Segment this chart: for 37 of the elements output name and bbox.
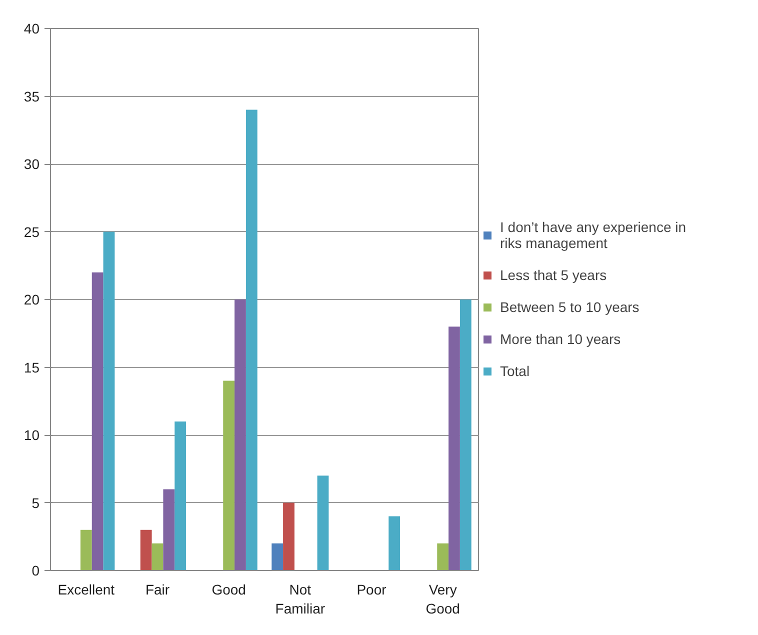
legend-label: I don’t have any experience in riks management — [500, 219, 686, 251]
bar — [140, 530, 152, 570]
bar — [460, 300, 472, 570]
legend-label: Between 5 to 10 years — [500, 299, 640, 315]
bar — [437, 543, 449, 570]
x-tick-label: Very Good — [426, 582, 460, 617]
y-tick-label: 25 — [24, 224, 40, 240]
bar — [234, 300, 246, 570]
bar — [103, 232, 115, 570]
legend-label: Less that 5 years — [500, 267, 607, 283]
y-tick-label: 15 — [24, 359, 40, 376]
x-tick-label: Not Familiar — [275, 582, 326, 617]
bar — [283, 502, 294, 570]
y-tick-label: 10 — [24, 427, 40, 443]
x-tick-label: Poor — [356, 582, 387, 598]
y-tick-label: 40 — [24, 20, 40, 36]
bar — [272, 543, 284, 570]
bar — [163, 489, 175, 570]
x-tick-label: Excellent — [58, 582, 115, 598]
x-tick-label: Fair — [145, 582, 170, 598]
bar — [174, 421, 186, 570]
bar — [246, 110, 258, 570]
bar — [152, 543, 164, 570]
bar — [388, 516, 400, 570]
bar — [448, 326, 460, 570]
bar — [80, 530, 92, 570]
y-tick-label: 30 — [24, 156, 40, 172]
y-tick-label: 0 — [32, 562, 40, 578]
bar — [317, 476, 329, 570]
bar — [223, 380, 235, 570]
bar — [92, 272, 104, 570]
y-tick-label: 5 — [32, 494, 40, 511]
y-tick-label: 35 — [24, 88, 40, 104]
legend-label: Total — [500, 363, 530, 379]
legend-label: More than 10 years — [500, 331, 621, 347]
y-tick-label: 20 — [24, 292, 40, 308]
x-tick-label: Good — [212, 582, 246, 598]
